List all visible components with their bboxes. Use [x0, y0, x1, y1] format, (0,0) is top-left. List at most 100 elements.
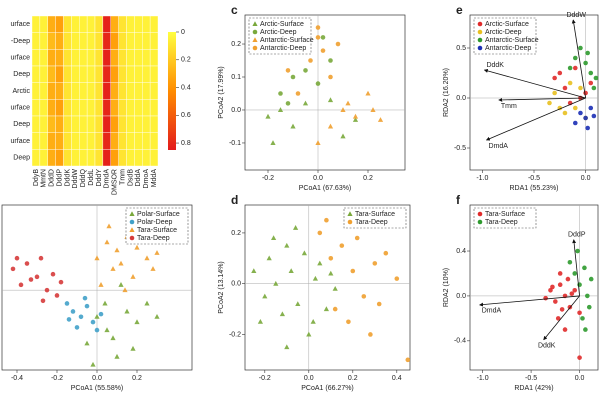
heat-cell	[102, 99, 111, 117]
heat-cell	[149, 15, 159, 33]
column-label: MmtN	[41, 169, 48, 188]
row-label: urface	[11, 105, 31, 112]
heat-cell	[47, 115, 56, 133]
point	[328, 256, 334, 261]
x-tick-label: 0.2	[348, 375, 358, 382]
heat-cell	[31, 99, 41, 117]
point	[557, 70, 563, 76]
point	[372, 261, 378, 266]
heat-cell	[118, 115, 127, 133]
x-tick-label: -0.4	[11, 375, 23, 382]
point	[332, 285, 338, 291]
point	[577, 355, 582, 360]
row-label: urface	[11, 21, 31, 28]
colorbar-label: 0	[181, 29, 185, 36]
point	[104, 327, 110, 333]
legend-label: Arctic-Surface	[260, 21, 304, 28]
heat-cell	[94, 149, 104, 167]
heat-cell	[71, 149, 80, 167]
legend-label: Tara-Surface	[485, 211, 525, 218]
point	[572, 105, 578, 111]
legend-marker	[252, 45, 258, 51]
heat-cell	[39, 149, 48, 167]
heat-cell	[118, 82, 127, 100]
column-label: DmoA	[143, 169, 150, 189]
heat-cell	[86, 32, 96, 50]
point	[376, 301, 382, 307]
point	[588, 80, 594, 86]
point	[110, 335, 116, 341]
point	[144, 255, 150, 261]
point	[585, 293, 590, 299]
heat-cell	[79, 115, 88, 133]
heat-cell	[94, 15, 104, 33]
legend-label: Tara-Deep	[355, 219, 388, 226]
point	[285, 68, 291, 73]
heat-cell	[134, 132, 143, 150]
legend-label: Antarctic-Surface	[485, 37, 539, 44]
point	[346, 319, 351, 325]
legend-label: Polar-Surface	[137, 211, 180, 218]
point	[70, 309, 76, 314]
heat-cell	[47, 32, 56, 50]
heat-cell	[94, 32, 104, 50]
heat-cell	[63, 99, 72, 117]
colorbar-label: 0.8	[181, 140, 191, 147]
point	[64, 301, 70, 306]
legend-marker	[129, 235, 135, 241]
point	[370, 107, 376, 112]
heat-cell	[79, 132, 88, 150]
point	[394, 276, 400, 281]
heat-cell	[126, 132, 135, 150]
point	[345, 100, 351, 106]
row-label: urface	[11, 55, 31, 62]
row-label: urface	[11, 138, 31, 145]
arrow-label: DmdA	[489, 143, 509, 150]
point	[40, 298, 46, 304]
point	[328, 58, 333, 63]
legend-marker	[477, 45, 483, 51]
point	[257, 318, 263, 324]
legend-label: Antarctic-Deep	[260, 45, 306, 52]
heat-cell	[55, 132, 64, 150]
heat-cell	[71, 65, 80, 83]
point	[270, 140, 276, 145]
point	[54, 293, 60, 298]
point	[150, 266, 156, 271]
legend-label: Tara-Surface	[355, 211, 395, 218]
heat-cell	[126, 49, 135, 67]
point	[583, 60, 588, 66]
heat-cell	[142, 115, 151, 133]
column-label: DsdB	[127, 169, 134, 186]
x-tick-label: 0.0	[581, 175, 591, 182]
point	[593, 75, 599, 81]
point	[361, 294, 367, 299]
point	[90, 361, 96, 367]
point	[557, 271, 563, 276]
heat-cell	[118, 149, 127, 167]
legend-marker	[477, 37, 483, 43]
x-axis-label: RDA1 (55.23%)	[509, 185, 558, 192]
y-tick-label: 0.0	[456, 293, 466, 300]
legend-box	[343, 207, 407, 229]
point	[303, 68, 308, 73]
point	[284, 344, 290, 350]
plot-frame	[244, 204, 411, 371]
column-label: DddW	[72, 169, 79, 189]
heat-cell	[142, 65, 151, 83]
legend-label: Antarctic-Surface	[260, 37, 314, 44]
heat-cell	[126, 99, 135, 117]
point	[580, 316, 585, 321]
legend-label: Tara-Surface	[137, 227, 177, 234]
point	[94, 255, 100, 261]
point	[34, 274, 40, 280]
point	[552, 90, 557, 96]
point	[98, 282, 104, 287]
point	[572, 55, 578, 61]
y-axis-label: RDA2 (10%)	[443, 268, 450, 307]
point	[266, 255, 272, 261]
heat-cell	[86, 132, 96, 150]
point	[562, 110, 568, 116]
heat-cell	[55, 149, 64, 167]
point	[271, 235, 277, 240]
